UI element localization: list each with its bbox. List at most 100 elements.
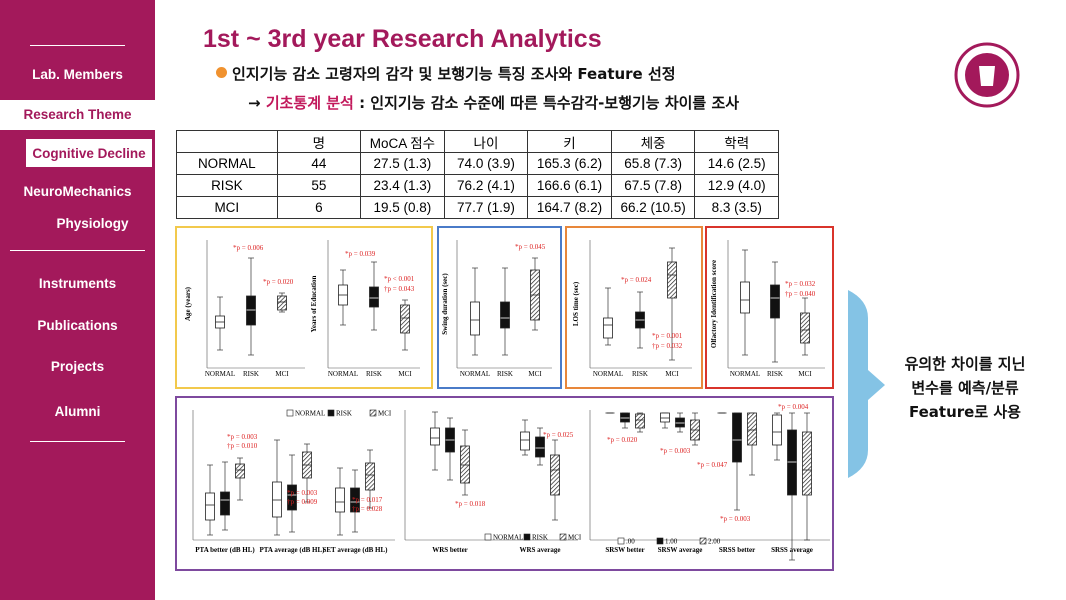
nav-item-selected[interactable]: Research Theme bbox=[0, 100, 155, 130]
box bbox=[400, 304, 410, 334]
box bbox=[740, 281, 750, 314]
nav-subitem-selected[interactable]: Cognitive Decline bbox=[25, 138, 153, 168]
x-tick-label: RISK bbox=[767, 370, 783, 378]
x-tick-label: RISK bbox=[497, 370, 513, 378]
nav-item[interactable]: Alumni bbox=[54, 404, 101, 419]
sub-text: : 인지기능 감소 수준에 따른 특수감각-보행기능 차이를 조사 bbox=[353, 94, 740, 112]
x-tick-label: MCI bbox=[528, 370, 542, 378]
annotation: †p = 0.032 bbox=[652, 342, 683, 350]
annotation: *p = 0.018 bbox=[455, 500, 486, 508]
table-cell: 166.6 (6.1) bbox=[527, 174, 612, 197]
legend-swatch bbox=[327, 409, 335, 417]
annotation: †p = 0.009 bbox=[287, 498, 318, 506]
box bbox=[287, 484, 297, 511]
table-row: MCI 6 19.5 (0.8) 77.7 (1.9) 164.7 (8.2) 66.2 … bbox=[176, 196, 779, 219]
box bbox=[246, 295, 256, 326]
annotation: *p = 0.004 bbox=[778, 403, 809, 411]
box bbox=[369, 286, 379, 308]
callout: 유의한 차이를 지닌 변수를 예측/분류 Feature로 사용 bbox=[880, 352, 1050, 424]
box bbox=[220, 491, 230, 516]
arrow-shape bbox=[848, 290, 885, 478]
x-tick-label: RISK bbox=[243, 370, 259, 378]
x-tick-label: SRSS better bbox=[719, 546, 755, 554]
box bbox=[660, 412, 670, 423]
annotation: *p = 0.025 bbox=[543, 431, 574, 439]
box bbox=[772, 414, 782, 446]
legend-swatch bbox=[617, 537, 625, 545]
annotation: *p = 0.045 bbox=[515, 243, 546, 251]
table-cell: 키 bbox=[527, 130, 612, 153]
nav-item[interactable]: Lab. Members bbox=[32, 67, 123, 82]
annotation: *p = 0.006 bbox=[233, 244, 264, 252]
table-cell: 66.2 (10.5) bbox=[610, 196, 696, 219]
box bbox=[667, 261, 677, 299]
annotation: *p = 0.017 bbox=[352, 496, 383, 504]
table-cell: 14.6 (2.5) bbox=[694, 152, 779, 175]
x-tick-label: MCI bbox=[665, 370, 679, 378]
legend-swatch bbox=[369, 409, 377, 417]
legend-label: 1.00 bbox=[665, 538, 678, 546]
x-tick-label: SRSW better bbox=[605, 546, 644, 554]
y-axis-label: Olfactory Identification score bbox=[710, 260, 718, 348]
annotation: *p = 0.020 bbox=[607, 436, 638, 444]
box bbox=[620, 412, 630, 423]
panel-red bbox=[705, 226, 834, 389]
annotation: *p = 0.003 bbox=[287, 489, 318, 497]
stats-table: 명 MoCA 점수 나이 키 체중 학력 NORMAL 44 27.5 (1.3) 74.0 (3… bbox=[176, 130, 779, 219]
box bbox=[635, 413, 645, 429]
box bbox=[675, 417, 685, 428]
table-cell: 명 bbox=[276, 130, 362, 153]
legend-label: MCI bbox=[568, 534, 582, 542]
annotation: *p = 0.039 bbox=[345, 250, 376, 258]
legend-swatch bbox=[484, 533, 492, 541]
panel-purple bbox=[175, 396, 834, 571]
nav-item[interactable]: NeuroMechanics bbox=[23, 184, 132, 199]
box bbox=[205, 492, 215, 521]
box bbox=[335, 487, 345, 513]
annotation: *p = 0.003 bbox=[227, 433, 258, 441]
box bbox=[277, 295, 287, 311]
annotation: †p = 0.010 bbox=[227, 442, 258, 450]
box bbox=[235, 463, 245, 479]
x-tick-label: NORMAL bbox=[205, 370, 235, 378]
legend-label: NORMAL bbox=[295, 410, 325, 418]
sub-line: → 기초통계 분석 : 인지기능 감소 수준에 따른 특수감각-보행기능 차이를… bbox=[248, 92, 739, 113]
x-tick-label: SRSS average bbox=[771, 546, 813, 554]
x-tick-label: NORMAL bbox=[593, 370, 623, 378]
table-cell: 164.7 (8.2) bbox=[527, 196, 612, 219]
table-cell: 67.5 (7.8) bbox=[610, 174, 696, 197]
box bbox=[460, 445, 470, 484]
box bbox=[770, 284, 780, 319]
legend-label: 2.00 bbox=[708, 538, 721, 546]
annotation: *p = 0.003 bbox=[720, 515, 751, 523]
nav-item[interactable]: Physiology bbox=[56, 216, 129, 231]
box bbox=[603, 317, 613, 339]
panel-yellow bbox=[175, 226, 433, 389]
table-cell: 27.5 (1.3) bbox=[360, 152, 445, 175]
table-cell: 44 bbox=[276, 152, 362, 175]
separator bbox=[30, 45, 125, 46]
x-tick-label: NORMAL bbox=[328, 370, 358, 378]
y-axis-label: LOS time (sec) bbox=[572, 281, 580, 326]
table-cell: MoCA 점수 bbox=[360, 130, 445, 153]
x-tick-label: WRS average bbox=[519, 546, 560, 554]
y-axis-label: Age (years) bbox=[184, 286, 192, 321]
nav-item[interactable]: Projects bbox=[50, 359, 105, 374]
box bbox=[365, 462, 375, 491]
box bbox=[800, 312, 810, 344]
callout-line: 변수를 예측/분류 bbox=[911, 379, 1019, 397]
legend-swatch bbox=[523, 533, 531, 541]
x-tick-label: SET average (dB HL) bbox=[322, 546, 388, 554]
table-cell: 체중 bbox=[610, 130, 696, 153]
separator bbox=[30, 441, 125, 442]
sidebar: Lab. Members Research Theme Cognitive De… bbox=[0, 0, 155, 600]
x-tick-label: RISK bbox=[366, 370, 382, 378]
callout-line: Feature로 사용 bbox=[909, 403, 1021, 421]
x-tick-label: MCI bbox=[398, 370, 412, 378]
nav-item[interactable]: Instruments bbox=[38, 276, 117, 291]
y-axis-label: Swing duration (sec) bbox=[441, 273, 449, 335]
bullet: 인지기능 감소 고령자의 감각 및 보행기능 특징 조사와 Feature 선정 bbox=[216, 63, 676, 84]
legend-label: RISK bbox=[336, 410, 352, 418]
nav-item[interactable]: Publications bbox=[37, 318, 118, 333]
